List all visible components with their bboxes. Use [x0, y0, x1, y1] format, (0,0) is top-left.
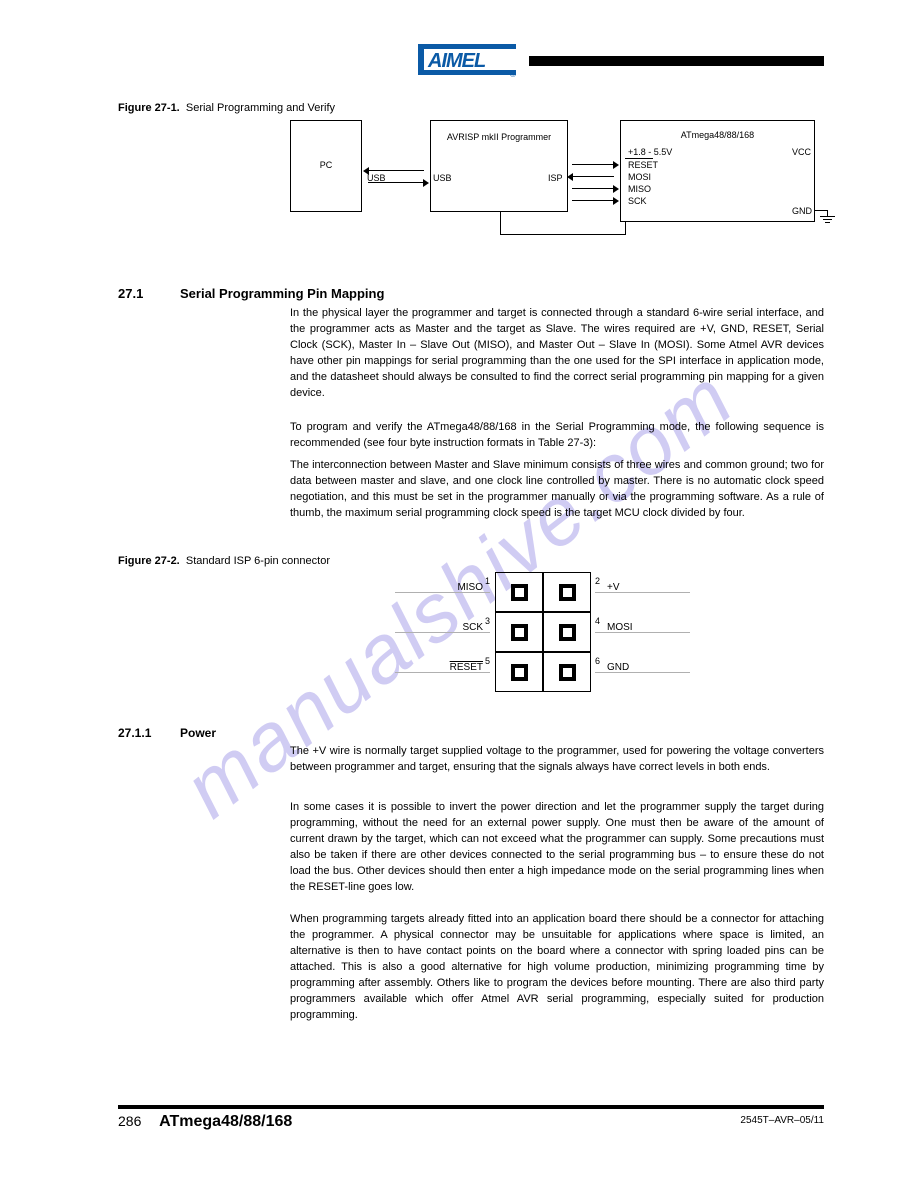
- miso-lbl: MISO: [628, 184, 651, 194]
- footer-right: 2545T–AVR–05/11: [740, 1115, 824, 1126]
- reset-v1: [500, 212, 501, 234]
- lbl-v: +V: [607, 582, 620, 593]
- isp-line-2: [572, 176, 614, 177]
- pc-label: PC: [290, 160, 362, 170]
- gnd-lbl: GND: [792, 206, 812, 216]
- lbl-miso: MISO: [425, 582, 483, 593]
- sec-27-1-title: Serial Programming Pin Mapping: [180, 286, 384, 301]
- pin-6: [543, 652, 591, 692]
- fig2-caption: Standard ISP 6-pin connector: [186, 555, 330, 567]
- fig1-num: Figure 27-1.: [118, 102, 180, 114]
- pc-usb-label: USB: [367, 173, 386, 183]
- vcc-plus: +1.8 - 5.5V: [628, 147, 672, 157]
- sec-27-1-num: 27.1: [118, 286, 143, 301]
- vcc-under: [625, 158, 653, 159]
- sec271-p1: In the physical layer the programmer and…: [290, 306, 824, 402]
- figure-27-2: 1 2 3 4 5 6 MISO +V SCK MOSI RESET GND: [395, 570, 695, 700]
- page: manualshive.com AIMEL ® Figure 27-1. Ser…: [0, 0, 918, 1188]
- n1: 1: [485, 576, 490, 586]
- figure-27-1-label: Figure 27-1. Serial Programming and Veri…: [118, 102, 335, 114]
- figure-27-1: PC AVRISP mkII Programmer ATmega48/88/16…: [290, 120, 830, 260]
- figure-27-2-label: Figure 27-2. Standard ISP 6-pin connecto…: [118, 555, 330, 567]
- prog-usb-label: USB: [433, 173, 452, 183]
- page-number: 286: [118, 1113, 141, 1129]
- footer-left: 286 ATmega48/88/168: [118, 1113, 292, 1131]
- sec2711-p3: When programming targets already fitted …: [290, 912, 824, 1024]
- isp-line-1: [572, 164, 614, 165]
- gnd-1: [820, 216, 835, 217]
- lbl-reset: RESET: [425, 662, 483, 673]
- n2: 2: [595, 576, 600, 586]
- n6: 6: [595, 656, 600, 666]
- lbl-mosi: MOSI: [607, 622, 633, 633]
- pin-1: [495, 572, 543, 612]
- gnd-wire: [815, 210, 827, 211]
- svg-text:®: ®: [510, 70, 516, 78]
- doc-title: ATmega48/88/168: [159, 1113, 292, 1130]
- svg-text:AIMEL: AIMEL: [427, 50, 486, 72]
- lbl-gnd: GND: [607, 662, 629, 673]
- target-label: ATmega48/88/168: [620, 130, 815, 140]
- pin-5: [495, 652, 543, 692]
- atmel-logo: AIMEL ®: [418, 44, 520, 83]
- prog-isp-label: ISP: [548, 173, 563, 183]
- reset-lbl: RESET: [628, 160, 658, 170]
- pin-3: [495, 612, 543, 652]
- n5: 5: [485, 656, 490, 666]
- sck-lbl: SCK: [628, 196, 647, 206]
- isp-line-4: [572, 200, 614, 201]
- gnd-2: [823, 219, 832, 220]
- isp-line-3: [572, 188, 614, 189]
- mosi-lbl: MOSI: [628, 172, 651, 182]
- fig1-caption: Serial Programming and Verify: [186, 102, 335, 114]
- pin-4: [543, 612, 591, 652]
- sec2711-p2: In some cases it is possible to invert t…: [290, 800, 824, 896]
- reset-v2: [625, 222, 626, 235]
- usb-line-1: [368, 170, 424, 171]
- gnd-3: [825, 222, 830, 223]
- pin-2: [543, 572, 591, 612]
- programmer-label: AVRISP mkII Programmer: [430, 132, 568, 142]
- sec-27-1-1-num: 27.1.1: [118, 726, 151, 740]
- vcc-lbl: VCC: [792, 147, 811, 157]
- n4: 4: [595, 616, 600, 626]
- sec271-p3: The interconnection between Master and S…: [290, 458, 824, 522]
- sec-27-1-1-title: Power: [180, 726, 216, 740]
- lbl-sck: SCK: [425, 622, 483, 633]
- reset-h: [500, 234, 625, 235]
- lbl-reset-txt: RESET: [450, 662, 483, 673]
- header-rule: [529, 56, 824, 66]
- fig2-num: Figure 27-2.: [118, 555, 180, 567]
- n3: 3: [485, 616, 490, 626]
- sec271-p2: To program and verify the ATmega48/88/16…: [290, 420, 824, 452]
- footer-rule: [118, 1105, 824, 1109]
- sec2711-p1: The +V wire is normally target supplied …: [290, 744, 824, 776]
